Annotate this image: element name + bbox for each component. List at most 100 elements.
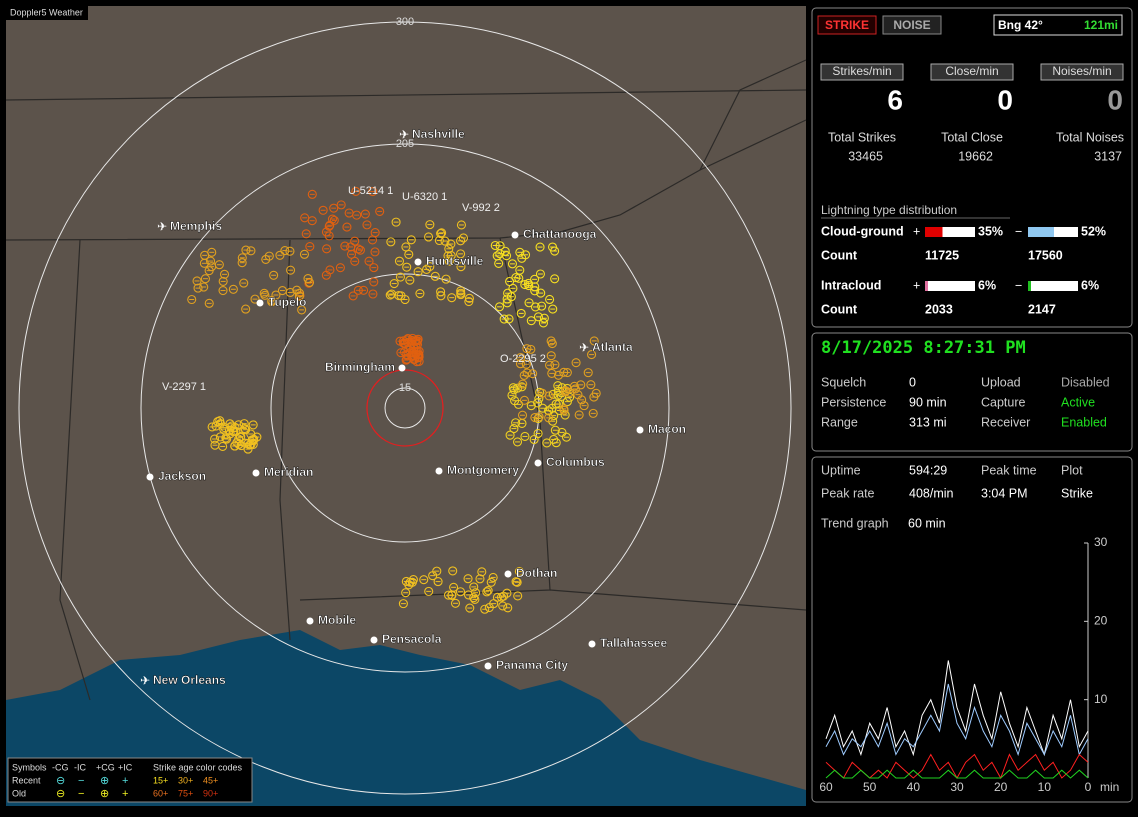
ring-label: 205 <box>396 138 414 150</box>
strike-symbol <box>515 265 525 275</box>
city-label: Macon <box>648 422 686 436</box>
strike-symbol <box>304 277 315 288</box>
strike-symbol <box>299 249 309 259</box>
dist-title: Lightning type distribution <box>821 203 957 217</box>
airport-icon: ✈ <box>579 341 589 355</box>
strike-symbol <box>408 575 418 585</box>
x-tick-label: 20 <box>994 780 1008 794</box>
rate-header: Strikes/min <box>832 64 891 78</box>
strike-symbol <box>446 239 456 249</box>
dist-percent: 35% <box>978 224 1003 238</box>
strike-symbol <box>475 574 485 584</box>
strike-symbol <box>545 294 555 305</box>
strike-symbol <box>530 412 540 423</box>
strike-symbol <box>407 348 417 358</box>
strike-symbol <box>405 577 415 587</box>
city-label: Pensacola <box>382 632 442 646</box>
dist-bar <box>925 281 928 291</box>
strike-symbol <box>406 235 416 245</box>
city-dot <box>534 459 542 467</box>
strike-symbol <box>364 256 374 266</box>
strike-symbol <box>219 269 230 279</box>
y-tick-label: 10 <box>1094 692 1108 706</box>
count-value: 2033 <box>925 302 953 316</box>
legend-text: 75+ <box>178 788 193 798</box>
strike-symbol <box>335 263 345 273</box>
stat-value: 3:04 PM <box>981 486 1028 500</box>
trend-line <box>825 769 1089 779</box>
strike-symbol <box>248 420 258 430</box>
total-label: Total Strikes <box>828 130 896 144</box>
strike-symbol <box>396 348 406 358</box>
strike-symbol <box>516 308 526 318</box>
strike-symbol <box>469 582 479 592</box>
strike-symbol <box>559 404 569 414</box>
button-label: STRIKE <box>825 18 869 32</box>
legend-text: 60+ <box>153 788 168 798</box>
strike-symbol <box>237 258 247 268</box>
strike-symbol <box>456 286 466 296</box>
strike-symbol <box>369 263 379 273</box>
strike-symbol <box>538 403 548 413</box>
strike-symbol <box>561 432 571 442</box>
strike-symbol <box>241 304 251 314</box>
city-label: Tallahassee <box>600 636 667 650</box>
strike-symbol <box>550 360 560 370</box>
strike-symbol <box>523 278 533 289</box>
strike-symbol <box>528 369 538 379</box>
station-label: V-992 2 <box>462 202 500 214</box>
city-label: Memphis <box>170 219 222 233</box>
strike-symbol <box>550 274 560 284</box>
legend-text: 90+ <box>203 788 218 798</box>
dist-percent: 6% <box>1081 278 1099 292</box>
bearing-box <box>993 14 1123 36</box>
dist-percent: 52% <box>1081 224 1106 238</box>
strike-symbol <box>215 432 225 442</box>
dist-bar <box>1028 227 1054 237</box>
strike-symbol <box>237 253 247 263</box>
strike-symbol <box>369 277 379 287</box>
datetime: 8/17/2025 8:27:31 PM <box>821 338 1026 358</box>
total-value: 3137 <box>1094 149 1122 163</box>
strike-symbol <box>574 410 584 420</box>
total-label: Total Noises <box>1056 130 1124 144</box>
strike-symbol <box>498 591 509 601</box>
strike-symbol <box>554 399 564 409</box>
strike-symbol <box>516 353 526 363</box>
dist-sign: + <box>913 278 920 292</box>
strike-symbol <box>401 588 411 598</box>
setting-label: Squelch <box>821 375 866 389</box>
strike-symbol <box>542 438 552 448</box>
strike-symbol <box>352 210 362 220</box>
strike-symbol <box>530 286 540 296</box>
city-dot <box>504 570 512 578</box>
strike-symbol <box>329 215 339 225</box>
city-label: Dothan <box>516 566 557 580</box>
dist-bar-frame <box>1028 281 1078 291</box>
rate-value: 0 <box>997 84 1013 115</box>
strike-button[interactable] <box>817 15 877 35</box>
strike-symbol <box>269 270 279 280</box>
strike-symbol <box>413 334 423 344</box>
setting-label: Receiver <box>981 415 1030 429</box>
title-box <box>6 6 88 20</box>
strike-symbol <box>322 244 332 254</box>
strike-symbol <box>362 220 372 230</box>
strike-symbol <box>463 574 473 584</box>
total-value: 33465 <box>848 149 883 163</box>
strike-symbol <box>271 290 281 300</box>
legend-text: +IC <box>118 762 133 772</box>
strike-symbol <box>192 276 202 286</box>
strike-symbol <box>535 242 545 252</box>
panel: STRIKE NOISE Bng 42° 121mi Lightning typ… <box>811 7 1133 803</box>
noise-button[interactable] <box>882 15 942 35</box>
strike-symbol <box>277 285 287 296</box>
stat-label: Uptime <box>821 463 861 477</box>
strike-symbol <box>526 401 536 411</box>
strike-symbol <box>539 313 549 323</box>
strike-symbol <box>505 430 515 440</box>
strike-symbol <box>301 229 311 239</box>
strike-symbol <box>234 420 244 430</box>
